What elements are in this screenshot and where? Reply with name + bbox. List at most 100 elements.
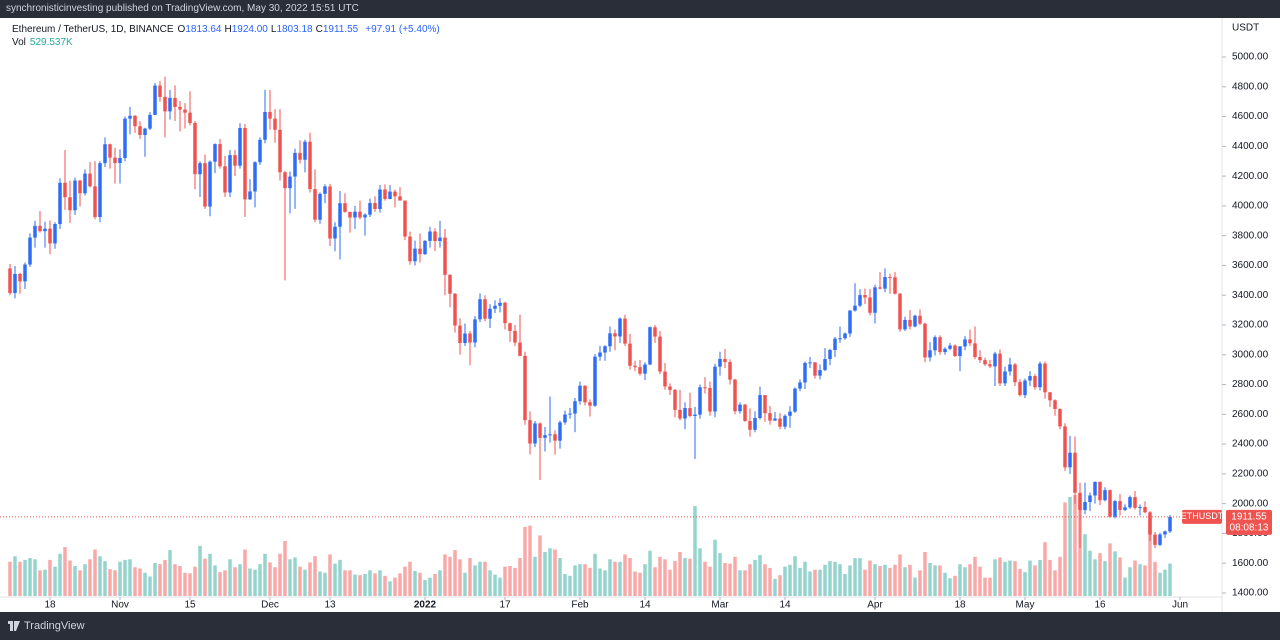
- candle-body: [938, 337, 942, 353]
- candle-body: [863, 295, 867, 298]
- candle-body: [678, 409, 682, 419]
- candle-body: [548, 434, 552, 436]
- volume-bar: [803, 561, 807, 596]
- volume-bar: [18, 561, 22, 596]
- volume-bar: [778, 575, 782, 596]
- volume-bar: [888, 567, 892, 596]
- candle-body: [133, 115, 137, 127]
- candle-body: [348, 211, 352, 218]
- candle-body: [1053, 400, 1057, 409]
- candle-body: [138, 126, 142, 136]
- volume-bar: [343, 570, 347, 596]
- volume-bar: [533, 556, 537, 596]
- volume-value: 529.537K: [29, 37, 73, 48]
- volume-bar: [288, 559, 292, 596]
- volume-bar: [958, 564, 962, 596]
- candle-body: [193, 122, 197, 175]
- volume-bar: [328, 554, 332, 596]
- volume-bar: [788, 564, 792, 596]
- volume-bar: [868, 560, 872, 596]
- candle-body: [673, 389, 677, 410]
- candle-body: [308, 141, 312, 190]
- candle-body: [998, 353, 1002, 384]
- candle-body: [773, 418, 777, 421]
- volume-bar: [493, 574, 497, 596]
- volume-bar: [718, 553, 722, 596]
- candle-body: [1133, 497, 1137, 508]
- ohlc-items: O1813.64 H1924.00 L1803.18 C1911.55: [178, 23, 362, 36]
- candle-body: [613, 333, 617, 337]
- volume-bar: [173, 564, 177, 596]
- volume-bar: [273, 567, 277, 596]
- candle-body: [43, 228, 47, 232]
- y-tick-label: 3000.00: [1232, 349, 1269, 360]
- volume-bar: [603, 570, 607, 596]
- candle-body: [153, 85, 157, 115]
- candle-body: [518, 342, 522, 356]
- candle-body: [403, 200, 407, 237]
- candle-body: [553, 434, 557, 441]
- volume-bar: [568, 575, 572, 596]
- candle-body: [123, 118, 127, 158]
- volume-bar: [13, 556, 17, 596]
- volume-bar: [478, 561, 482, 596]
- candle-body: [23, 264, 27, 282]
- y-tick-label: 2000.00: [1232, 498, 1269, 509]
- volume-bar: [428, 577, 432, 596]
- volume-bar: [1163, 569, 1167, 596]
- volume-bar: [348, 570, 352, 596]
- volume-bar: [68, 560, 72, 596]
- candle-body: [1073, 452, 1077, 493]
- volume-bar: [663, 559, 667, 596]
- volume-bar: [953, 575, 957, 596]
- x-tick-label: 2022: [414, 600, 437, 611]
- x-tick-label: Feb: [571, 600, 589, 611]
- candle-body: [463, 333, 467, 344]
- volume-bar: [1058, 556, 1062, 596]
- candle-body: [493, 305, 497, 309]
- candle-body: [53, 224, 57, 244]
- volume-bar: [88, 559, 92, 596]
- candle-body: [573, 401, 577, 414]
- candle-body: [288, 176, 292, 189]
- volume-bar: [728, 563, 732, 596]
- candle-body: [313, 189, 317, 220]
- candle-body: [468, 333, 472, 343]
- volume-bar: [933, 565, 937, 596]
- volume-bar: [873, 564, 877, 596]
- candle-body: [1093, 481, 1097, 496]
- candle-body: [398, 196, 402, 201]
- volume-bar: [753, 559, 757, 596]
- volume-bar: [553, 549, 557, 596]
- y-tick-label: 1400.00: [1232, 588, 1269, 599]
- volume-bar: [78, 570, 82, 596]
- volume-bar: [148, 576, 152, 596]
- candle-body: [948, 345, 952, 349]
- volume-bar: [238, 564, 242, 596]
- y-tick-label: 3400.00: [1232, 290, 1269, 301]
- volume-bar: [498, 577, 502, 596]
- volume-bar: [373, 573, 377, 596]
- y-tick-label: 3600.00: [1232, 260, 1269, 271]
- volume-bar: [8, 561, 12, 596]
- candle-body: [48, 228, 52, 244]
- volume-bar: [828, 561, 832, 596]
- candle-body: [168, 97, 172, 112]
- volume-bar: [633, 571, 637, 596]
- candle-body: [563, 414, 567, 423]
- y-tick-label: 5000.00: [1232, 52, 1269, 63]
- publisher-text: synchronisticinvesting published on Trad…: [6, 3, 359, 14]
- candle-body: [828, 350, 832, 360]
- ohlc-value: 1803.18: [276, 24, 313, 35]
- candle-body: [318, 193, 322, 220]
- volume-bar: [593, 553, 597, 596]
- volume-key: Vol: [12, 37, 26, 48]
- volume-bar: [408, 561, 412, 596]
- volume-bar: [58, 553, 62, 596]
- volume-bar: [938, 565, 942, 596]
- volume-bar: [923, 551, 927, 596]
- candle-body: [843, 333, 847, 339]
- volume-bar: [893, 564, 897, 596]
- volume-bar: [763, 564, 767, 596]
- volume-bar: [688, 558, 692, 596]
